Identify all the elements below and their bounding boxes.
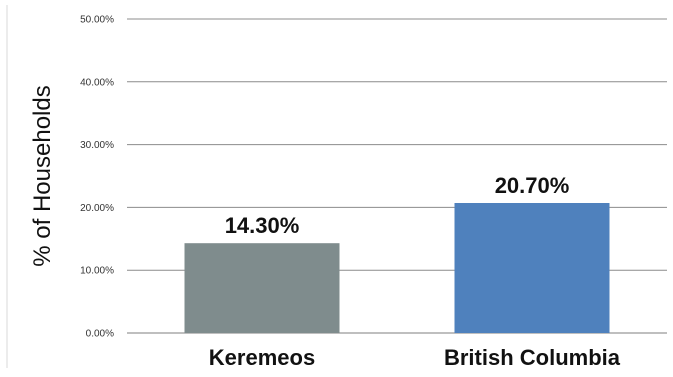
data-label: 20.70% — [495, 173, 570, 198]
y-tick-label: 20.00% — [80, 203, 114, 214]
category-labels: Keremeos British Columbia — [209, 345, 621, 370]
y-tick-label: 10.00% — [80, 266, 114, 277]
y-tick-label: 40.00% — [80, 77, 114, 88]
bar — [454, 203, 610, 333]
y-axis-title: % of Households — [29, 85, 56, 266]
data-label: 14.30% — [225, 213, 300, 238]
data-labels: 14.30% 20.70% — [225, 173, 570, 238]
bar — [184, 243, 340, 333]
category-label: Keremeos — [209, 345, 315, 370]
y-tick-label: 0.00% — [86, 329, 114, 340]
y-tick-label: 50.00% — [80, 15, 114, 26]
y-tick-labels: 0.00% 10.00% 20.00% 30.00% 40.00% 50.00% — [80, 15, 114, 340]
bars — [184, 203, 610, 333]
y-tick-label: 30.00% — [80, 140, 114, 151]
category-label: British Columbia — [444, 345, 621, 370]
